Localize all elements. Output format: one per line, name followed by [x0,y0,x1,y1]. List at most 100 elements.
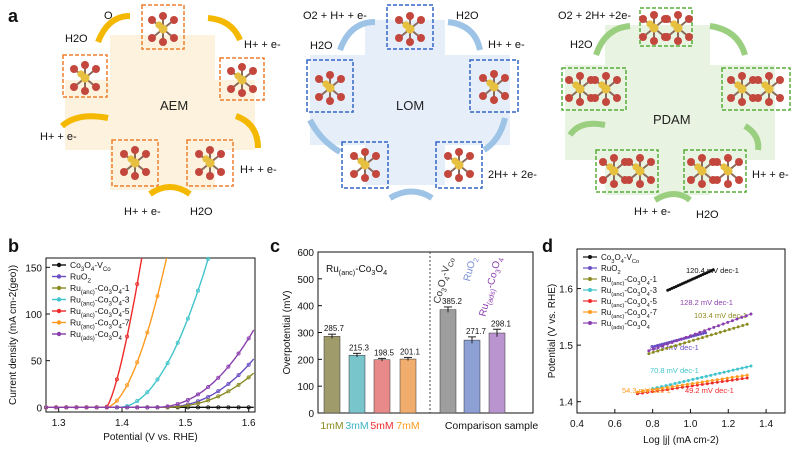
series-marker [145,330,150,335]
y-tick-label: 1.5 [559,341,573,352]
series-marker [195,288,200,293]
x-axis-label: Log |j| (mA cm-2) [643,435,719,446]
legend-marker [588,310,592,314]
series-marker [226,389,231,394]
fit-line [648,313,752,352]
lom-box-bottom-right [435,141,483,189]
y-tick-label: 1.6 [559,285,573,296]
series-line [46,329,255,408]
legend-entry: Ru(anc)-Co3O4-3 [601,286,658,298]
series-marker [125,383,130,388]
plot-frame [576,248,786,414]
series-marker [236,351,241,356]
value-label: 298.1 [491,319,512,328]
series-marker [94,405,99,410]
x-tick-label: 1.6 [242,418,256,429]
legend-marker [56,274,62,279]
aem-mechanism: AEM O H2O H+ + e- H+ + e- H+ + e- H+ + e… [40,4,281,218]
bar [348,354,366,414]
fit-line [652,365,752,390]
series-marker [246,362,251,367]
legend-marker [56,308,62,314]
x-tick-label: 1.2 [721,419,735,430]
bar [399,358,417,414]
category-label: Co3O4-VCo [432,256,457,306]
series-marker [185,403,190,408]
lom-background [310,20,510,185]
chart-c: 0 100 200 300 400 500 600 Overpotential (mV) Ru(… [282,248,538,432]
legend-marker [588,277,592,281]
series-marker [216,389,221,394]
y-tick-label: 500 [297,275,314,286]
y-tick-label: 600 [297,248,314,259]
pdam-box-bottom-left [595,149,659,193]
lom-mechanism: LOM O2 + H+ + e- H2O H2O H+ + e- 2H+ + 2… [303,4,537,201]
y-tick-label: 100 [297,382,314,393]
legend-marker [56,297,62,302]
aem-box-top [141,4,185,50]
x-tick-label: 1.4 [759,419,773,430]
category-label: 1mM [320,420,343,432]
y-tick-label: 150 [25,263,42,274]
x-tick-label: 1.0 [684,419,698,430]
series-marker [84,405,89,410]
aem-step-h-top: H+ + e- [244,39,281,51]
category-label: 3mM [345,420,368,432]
series-marker [145,405,150,410]
series-marker [226,405,231,410]
legend-entry: Co3O4-VCo [70,260,111,273]
series-marker [165,361,170,366]
aem-label: AEM [160,98,188,113]
series-line [46,358,255,408]
pdam-box-bottom-right [683,149,747,193]
aem-step-h-right: H+ + e- [240,164,277,176]
series-marker [216,375,221,380]
pdam-box-top [638,7,694,47]
legend-entry: RuO2 [70,272,91,285]
series-marker [175,401,180,406]
category-label: Ru(ads)-Co3O4 [477,256,505,318]
legend-marker [56,285,62,291]
x-tick-label: 1.4 [115,418,129,429]
y-tick-label: 0 [308,409,314,420]
chart-b: 1.3 1.4 1.5 1.6 0 50 100 150 Potential (V vs. RH… [8,256,256,443]
pdam-step-o2: O2 + 2H+ +2e- [558,10,631,22]
series-marker [195,392,200,397]
series-marker [206,398,211,403]
slope-label: 49.2 mV dec-1 [685,386,734,395]
series-marker [206,256,211,261]
series-marker [135,360,140,365]
y-tick-label: 100 [25,310,42,321]
aem-step-h-bottom: H+ + e- [124,206,161,218]
legend-marker [588,288,592,292]
x-tick-label: 0.6 [608,419,622,430]
series-marker [206,405,211,410]
series-marker [125,334,130,339]
pdam-step-h-bottom: H+ + e- [634,206,671,218]
value-label: 201.1 [400,347,421,356]
bar [439,309,457,414]
slope-label: 70.8 mV dec-1 [650,366,699,375]
legend-entry: Ru(anc)-Co3O4-3 [70,295,130,308]
series-marker [155,405,160,410]
aem-step-o2: O [104,10,113,22]
slope-label: 128.2 mV dec-1 [680,298,733,307]
pdam-box-right [721,67,791,111]
value-label: 271.7 [466,327,487,336]
series-marker [216,394,221,399]
series-marker [44,405,49,410]
aem-box-bottom-left [111,139,159,187]
series-marker [216,405,221,410]
series-marker [125,405,130,410]
legend-entry: Ru(ads)-Co3O4 [70,329,123,342]
aem-step-h-left: H+ + e- [40,131,77,143]
series-marker [185,398,190,403]
legend-entry: Co3O4-VCo [601,253,639,265]
y-tick-label: 200 [297,355,314,366]
series-marker [145,390,150,395]
bar [323,336,341,414]
fit-line [637,377,748,395]
series-marker [155,293,160,298]
aem-box-left [62,54,108,98]
legend-entry: RuO2 [601,264,621,276]
